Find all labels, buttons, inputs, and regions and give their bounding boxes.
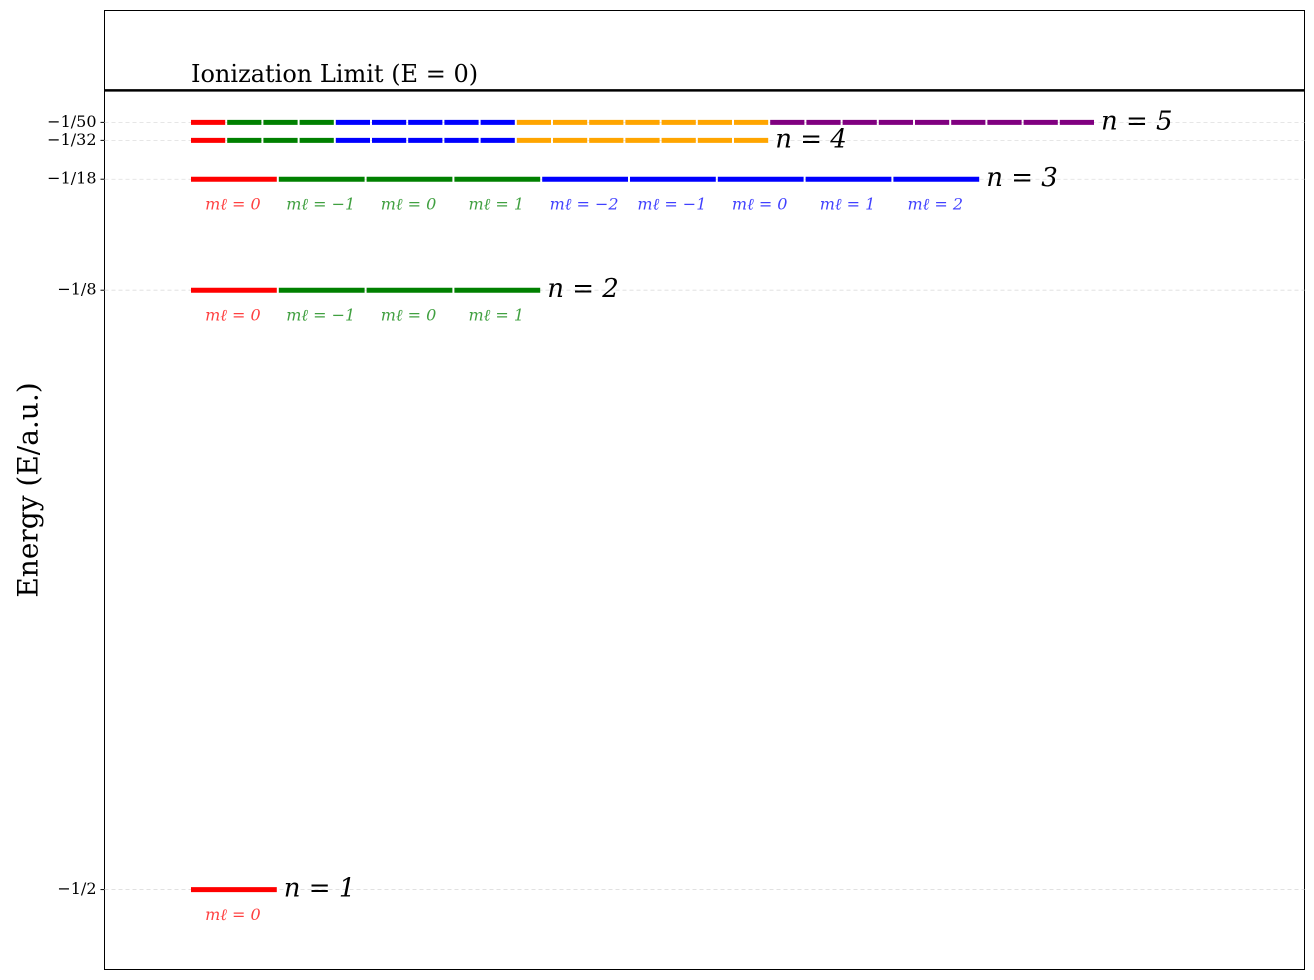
m-label: mℓ = 0 — [205, 195, 261, 214]
m-label: mℓ = −1 — [637, 195, 706, 214]
m-label: mℓ = 0 — [205, 306, 261, 325]
y-tick-label: −1/18 — [47, 169, 96, 188]
m-label: mℓ = 2 — [908, 195, 964, 214]
m-label: mℓ = 0 — [732, 195, 788, 214]
y-tick-label: −1/8 — [57, 280, 96, 299]
y-axis-label: Energy (E/a.u.) — [12, 382, 45, 597]
m-label: mℓ = 1 — [469, 195, 525, 214]
m-label: mℓ = 0 — [205, 905, 261, 924]
plot-frame — [104, 10, 1305, 970]
y-tick-label: −1/2 — [57, 879, 96, 898]
m-label: mℓ = −1 — [286, 195, 355, 214]
level-label: n = 2 — [547, 274, 619, 304]
m-label: mℓ = 0 — [381, 195, 437, 214]
m-label: mℓ = 0 — [381, 306, 437, 325]
y-tick-label: −1/50 — [47, 112, 96, 131]
m-label: mℓ = 1 — [820, 195, 876, 214]
y-tick-label: −1/32 — [47, 130, 96, 149]
m-label: mℓ = −1 — [286, 306, 355, 325]
m-label: mℓ = −2 — [550, 195, 619, 214]
level-label: n = 1 — [284, 874, 356, 904]
ionization-label: Ionization Limit (E = 0) — [191, 60, 478, 88]
level-label: n = 4 — [775, 124, 847, 154]
level-label: n = 3 — [986, 163, 1058, 193]
m-label: mℓ = 1 — [469, 306, 525, 325]
level-label: n = 5 — [1101, 106, 1173, 136]
